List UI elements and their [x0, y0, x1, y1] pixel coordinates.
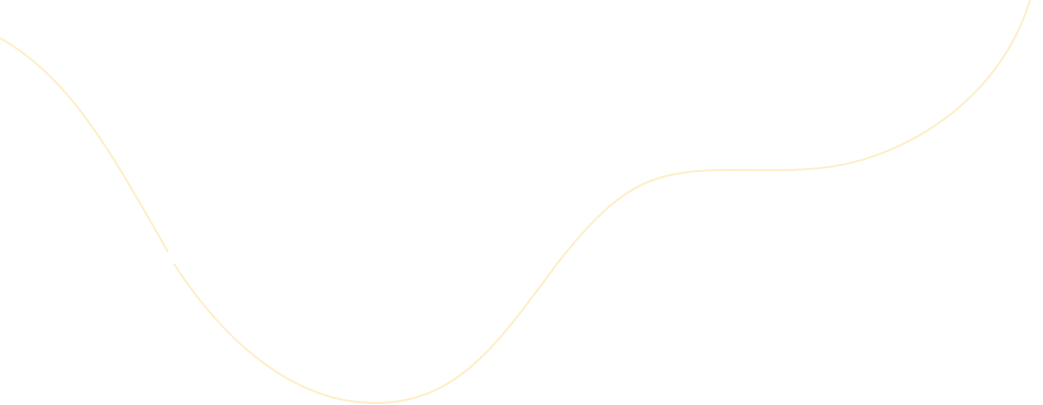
decorative-wave-curve-svg: [0, 0, 1031, 405]
decorative-background: [0, 0, 1031, 405]
decorative-wave-line: [0, 0, 1031, 405]
